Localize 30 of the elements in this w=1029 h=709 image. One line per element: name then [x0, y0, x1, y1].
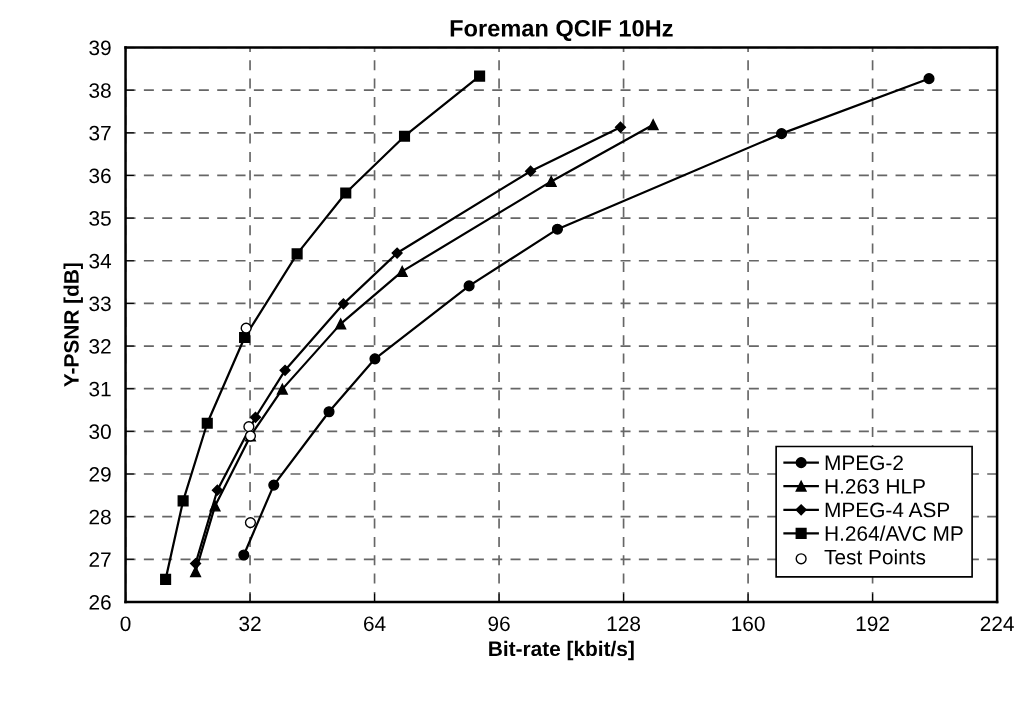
x-tick-label: 224: [980, 616, 1014, 631]
x-axis-title: Bit-rate [kbit/s]: [489, 640, 634, 661]
y-tick-label: 39: [89, 40, 111, 56]
y-tick-label: 32: [89, 339, 111, 354]
chart-title: Foreman QCIF 10Hz: [450, 19, 673, 42]
x-tick-label: 192: [856, 616, 889, 632]
x-tick-label: 96: [488, 616, 510, 632]
y-tick-label: 27: [89, 552, 111, 567]
legend-label: H.263 HLP: [825, 478, 925, 494]
y-tick-label: 30: [89, 424, 111, 440]
y-tick-label: 35: [89, 211, 111, 226]
x-tick-label: 64: [364, 616, 386, 632]
x-tick-label: 0: [120, 616, 131, 632]
y-tick-label: 36: [89, 168, 111, 184]
y-tick-label: 33: [89, 296, 111, 312]
y-axis-title: Y-PSNR [dB]: [63, 263, 83, 387]
x-tick-label: 160: [732, 616, 765, 632]
y-tick-label: 31: [89, 381, 111, 397]
y-tick-label: 38: [89, 83, 111, 98]
y-tick-label: 37: [89, 125, 111, 141]
x-tick-label: 128: [607, 616, 641, 632]
legend-label: MPEG-2: [825, 455, 903, 471]
x-tick-label: 32: [239, 616, 261, 632]
y-tick-label: 29: [89, 467, 111, 482]
y-tick-label: 34: [89, 253, 112, 269]
legend-label: Test Points: [824, 549, 926, 565]
legend-label: H.264/AVC MP: [825, 525, 963, 541]
y-tick-label: 28: [89, 509, 111, 525]
y-tick-label: 26: [89, 594, 111, 610]
legend-label: MPEG-4 ASP: [825, 502, 950, 518]
